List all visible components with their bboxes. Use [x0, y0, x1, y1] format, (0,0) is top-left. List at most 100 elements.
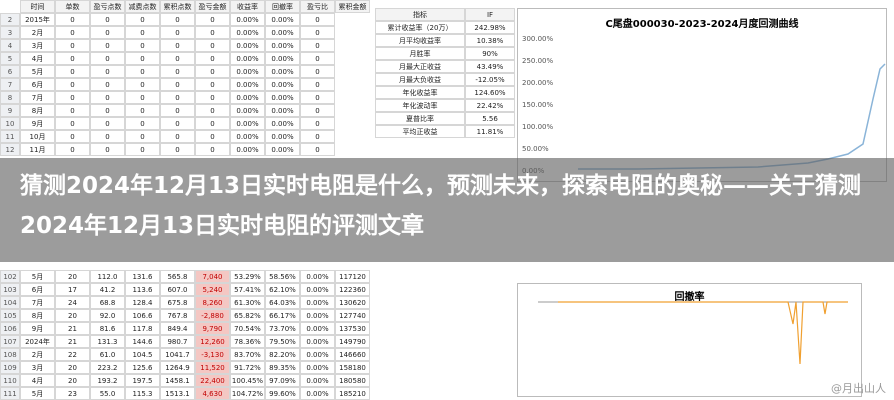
cell: 21 — [55, 335, 90, 348]
cell: 0 — [90, 65, 125, 78]
cell: 97.09% — [265, 374, 300, 387]
cell: 0.00% — [300, 387, 335, 400]
cell: 0.00% — [300, 322, 335, 335]
cell: 6月 — [20, 78, 55, 91]
cell: 17 — [55, 283, 90, 296]
cell: 0 — [125, 65, 160, 78]
cell: 115.3 — [125, 387, 160, 400]
cell: -3,130 — [195, 348, 230, 361]
cell: 0 — [300, 65, 335, 78]
column-header: 累积金额 — [335, 0, 370, 13]
cell: 0 — [195, 26, 230, 39]
cell: 0 — [160, 39, 195, 52]
cell: 0 — [125, 130, 160, 143]
row-number: 10 — [0, 117, 20, 130]
column-header: 指标 — [375, 8, 465, 21]
row-number: 12 — [0, 143, 20, 156]
cell: 月最大正收益 — [375, 60, 465, 73]
cell: 1041.7 — [160, 348, 195, 361]
cell: 20 — [55, 309, 90, 322]
cell: 0 — [160, 52, 195, 65]
cell: 5月 — [20, 65, 55, 78]
row-number: 107 — [0, 335, 20, 348]
cell: 5月 — [20, 270, 55, 283]
cell: 0 — [125, 13, 160, 26]
cell: 4月 — [20, 374, 55, 387]
cell: 113.6 — [125, 283, 160, 296]
cell: 0 — [90, 130, 125, 143]
cell: 0.00% — [265, 52, 300, 65]
cell: 8月 — [20, 104, 55, 117]
cell: 0.00% — [265, 65, 300, 78]
cell: 0 — [90, 117, 125, 130]
cell: 11,520 — [195, 361, 230, 374]
cell: 0 — [125, 39, 160, 52]
cell: 0.00% — [300, 309, 335, 322]
cell: 0.00% — [230, 26, 265, 39]
cell: 61.0 — [90, 348, 125, 361]
column-header: 盈亏金额 — [195, 0, 230, 13]
cell: 89.35% — [265, 361, 300, 374]
cell: 0 — [300, 39, 335, 52]
headline: 猜测2024年12月13日实时电阻是什么，预测未来，探索电阻的奥秘——关于猜测2… — [20, 173, 862, 239]
row-number: 110 — [0, 374, 20, 387]
cell: 0.00% — [230, 65, 265, 78]
cell: 0 — [160, 65, 195, 78]
cell: 0 — [195, 117, 230, 130]
y-tick-label: 250.00% — [522, 57, 554, 65]
cell: 197.5 — [125, 374, 160, 387]
y-tick-label: 50.00% — [522, 145, 549, 153]
cell: 0 — [125, 143, 160, 156]
cell: 0.00% — [300, 270, 335, 283]
chart-title: 回撤率 — [674, 292, 705, 303]
cell: 607.0 — [160, 283, 195, 296]
y-tick-label: 200.00% — [522, 79, 554, 87]
cell: 0.00% — [230, 39, 265, 52]
cell: 0.00% — [230, 13, 265, 26]
cell: 1264.9 — [160, 361, 195, 374]
cell: 73.70% — [265, 322, 300, 335]
cell: 223.2 — [90, 361, 125, 374]
cell: 57.41% — [230, 283, 265, 296]
cell: 5月 — [20, 387, 55, 400]
cell: 0 — [300, 130, 335, 143]
cell: 61.30% — [230, 296, 265, 309]
cell: 0.00% — [265, 143, 300, 156]
cell: 0 — [300, 13, 335, 26]
cell: 64.03% — [265, 296, 300, 309]
cell: 20 — [55, 361, 90, 374]
cell: 20 — [55, 270, 90, 283]
cell: 0 — [55, 78, 90, 91]
cell: 0.00% — [300, 374, 335, 387]
cell: 849.4 — [160, 322, 195, 335]
chart-panel: C尾盘000030-2023-2024月度回测曲线 300.00% 250.00%… — [517, 8, 887, 182]
cell: 70.54% — [230, 322, 265, 335]
cell: 10.38% — [465, 34, 515, 47]
cell: 0 — [195, 104, 230, 117]
column-header: 盈亏比 — [300, 0, 335, 13]
cell: 125.6 — [125, 361, 160, 374]
cell: 0.00% — [265, 13, 300, 26]
cell: 0.00% — [300, 335, 335, 348]
cell: 2015年 — [20, 13, 55, 26]
cell: -2,880 — [195, 309, 230, 322]
cell: 78.36% — [230, 335, 265, 348]
cell: 81.6 — [90, 322, 125, 335]
y-tick-label: 150.00% — [522, 101, 554, 109]
cell: 0.00% — [230, 143, 265, 156]
column-header: 累积点数 — [160, 0, 195, 13]
column-header: 盈亏点数 — [90, 0, 125, 13]
cell: 91.72% — [230, 361, 265, 374]
row-number: 7 — [0, 78, 20, 91]
cell: 3月 — [20, 361, 55, 374]
cell: 0 — [125, 26, 160, 39]
cell: 2月 — [20, 348, 55, 361]
y-tick-label: 100.00% — [522, 123, 554, 131]
cell: 0 — [160, 143, 195, 156]
cell: 127740 — [335, 309, 370, 322]
cell: 55.0 — [90, 387, 125, 400]
cell: 104.5 — [125, 348, 160, 361]
cell: 0 — [195, 78, 230, 91]
cell: 0 — [125, 104, 160, 117]
row-number: 102 — [0, 270, 20, 283]
